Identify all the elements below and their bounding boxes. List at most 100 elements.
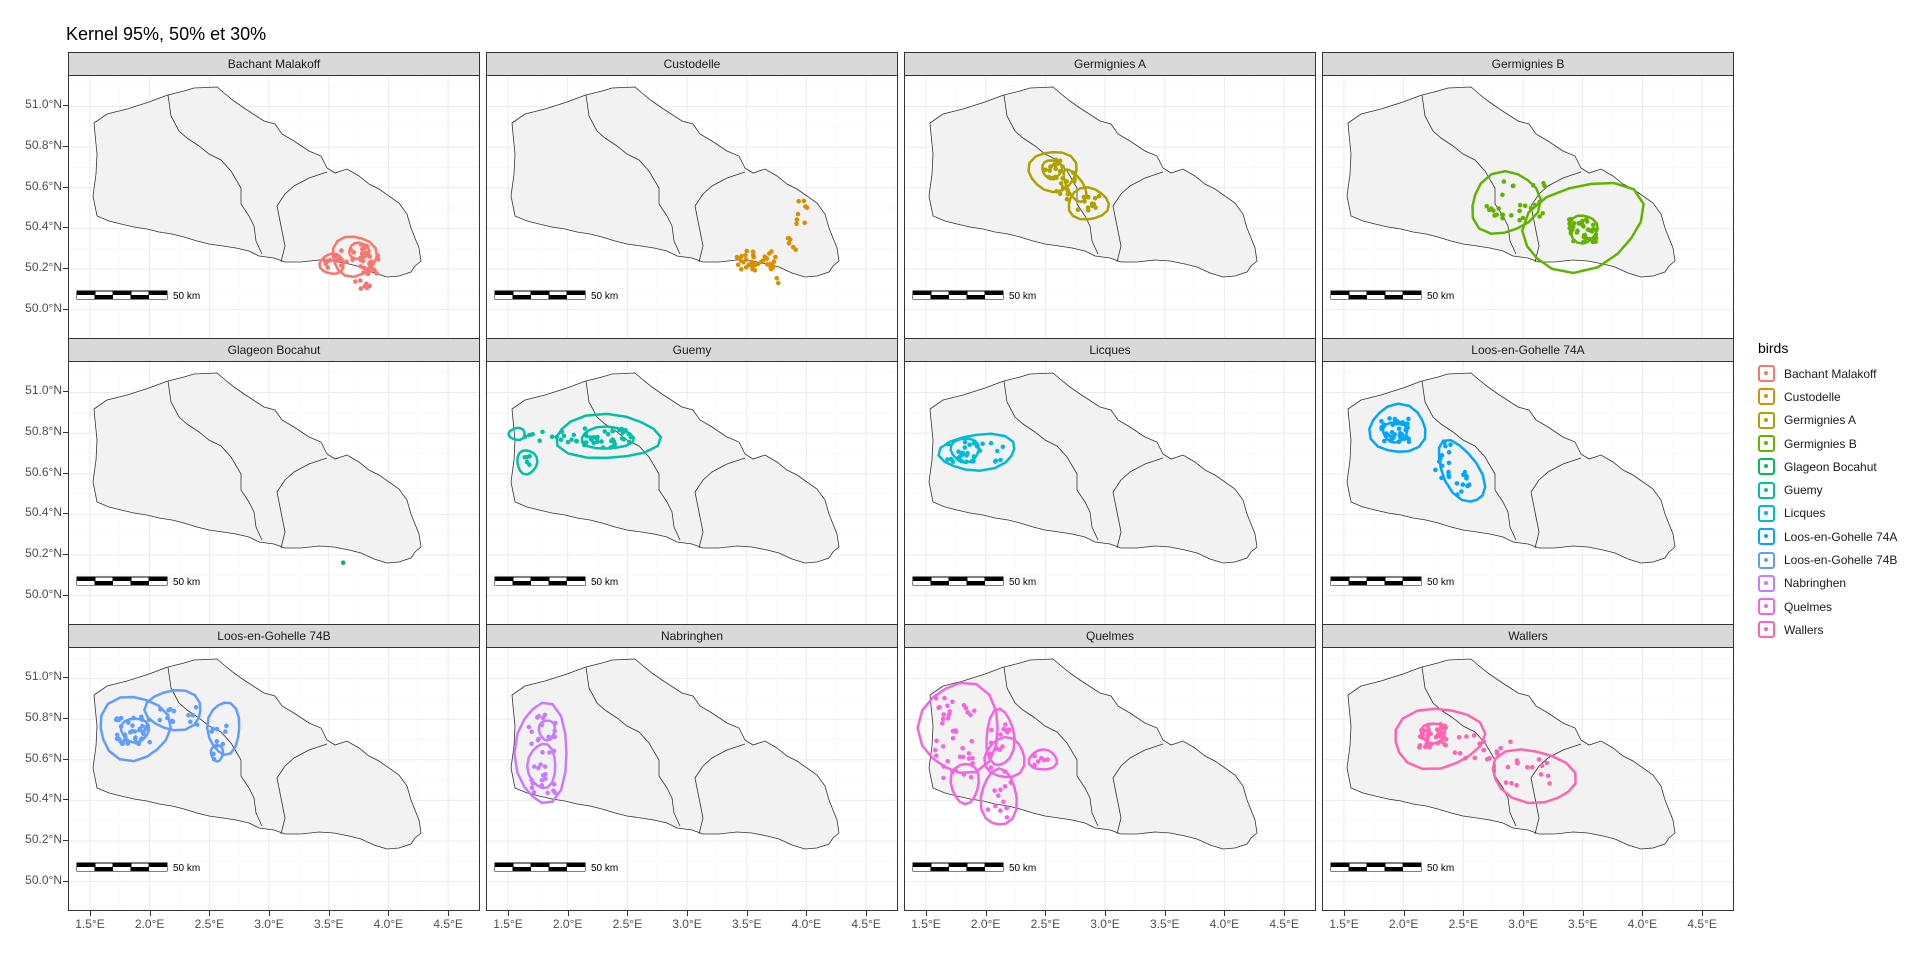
location-point (1505, 764, 1511, 770)
legend-label: Loos-en-Gohelle 74A (1784, 529, 1898, 544)
location-point (1472, 755, 1478, 761)
location-point (988, 740, 994, 746)
department-border (276, 171, 328, 263)
scale-bar-segment (131, 295, 149, 299)
location-point (746, 262, 752, 268)
location-point (970, 761, 975, 766)
legend-label: Loos-en-Gohelle 74B (1784, 553, 1898, 568)
kernel-contour (949, 762, 980, 806)
location-point (1086, 194, 1091, 200)
location-point (1065, 192, 1071, 197)
location-point (945, 703, 950, 709)
location-point (1501, 179, 1507, 184)
location-point (367, 254, 373, 259)
location-point (553, 720, 558, 726)
y-tick (63, 227, 68, 229)
scale-bar-label: 50 km (591, 577, 618, 588)
location-point (558, 437, 564, 442)
scale-bar-segment (495, 867, 513, 871)
location-point (361, 265, 367, 271)
y-tick-label: 50.8°N (25, 138, 62, 153)
region-outline (510, 658, 840, 850)
x-tick (1224, 911, 1226, 916)
x-tick (1582, 911, 1584, 916)
location-point (526, 724, 532, 730)
legend-dot-icon (1764, 557, 1768, 562)
location-point (139, 736, 145, 741)
location-point (530, 780, 535, 786)
location-point (744, 248, 750, 254)
legend-item: Guemy (1758, 478, 1908, 501)
x-tick (1105, 911, 1107, 916)
location-point (1060, 185, 1066, 190)
location-point (1587, 227, 1592, 233)
location-point (1471, 733, 1477, 738)
location-point (1404, 421, 1409, 427)
department-border (694, 743, 746, 835)
location-point (750, 249, 756, 255)
location-point (1057, 191, 1063, 197)
location-point (996, 793, 1001, 798)
legend-key-icon (1758, 365, 1775, 383)
kernel-contour (1027, 748, 1059, 771)
legend-label: Bachant Malakoff (1784, 366, 1877, 381)
location-point (1459, 489, 1464, 494)
location-point (361, 270, 366, 275)
location-point (1541, 180, 1546, 186)
map-panel: 50 km (904, 647, 1316, 911)
scale-bar-label: 50 km (591, 863, 618, 874)
scale-bar-label: 50 km (173, 577, 200, 588)
y-tick-label: 50.4°N (25, 219, 62, 234)
location-point (569, 437, 574, 442)
location-point (1393, 418, 1398, 424)
location-point (186, 712, 191, 718)
facet-panel: Custodelle 50 km (486, 52, 898, 339)
legend-item: Germignies A (1758, 409, 1908, 432)
location-point (749, 259, 754, 265)
map-panel: 50 km (904, 361, 1316, 625)
scale-bar-segment (531, 581, 549, 585)
scale-bar-segment (149, 581, 167, 585)
location-point (1387, 416, 1392, 421)
location-point (359, 250, 365, 256)
x-tick (1523, 911, 1525, 916)
legend-key-icon (1758, 551, 1775, 569)
y-tick-label: 50.6°N (25, 750, 62, 765)
location-point (143, 726, 148, 732)
y-tick-label: 50.0°N (25, 586, 62, 601)
x-tick (1284, 911, 1286, 916)
kernel-contour (209, 744, 225, 763)
scale-bar-segment (113, 581, 131, 585)
location-point (360, 246, 365, 252)
legend-item: Custodelle (1758, 385, 1908, 408)
location-point (527, 454, 532, 459)
location-point (1446, 469, 1451, 475)
x-tick-label: 2.0°E (970, 917, 1001, 931)
location-point (358, 278, 363, 283)
location-point (773, 254, 778, 260)
scale-bar-segment (113, 295, 131, 299)
location-point (992, 788, 997, 793)
map-svg: 50 km (905, 76, 1315, 338)
location-point (1590, 222, 1596, 228)
scale-bar-segment (549, 295, 567, 299)
location-point (802, 220, 807, 226)
location-point (1509, 213, 1514, 218)
y-tick-label: 51.0°N (25, 383, 62, 398)
location-point (1536, 757, 1542, 762)
location-point (959, 458, 964, 464)
map-panel: 50 km (68, 75, 480, 339)
region-outline (1346, 372, 1676, 564)
scale-bar-segment (77, 581, 95, 585)
location-point (132, 729, 138, 734)
location-point (1494, 749, 1500, 754)
location-point (786, 241, 792, 246)
location-point (530, 431, 535, 437)
location-point (1487, 755, 1492, 761)
location-point (561, 433, 567, 439)
location-point (1008, 780, 1014, 785)
legend-item: Nabringhen (1758, 572, 1908, 595)
location-point (795, 211, 801, 217)
location-point (801, 198, 807, 204)
location-point (584, 433, 589, 439)
